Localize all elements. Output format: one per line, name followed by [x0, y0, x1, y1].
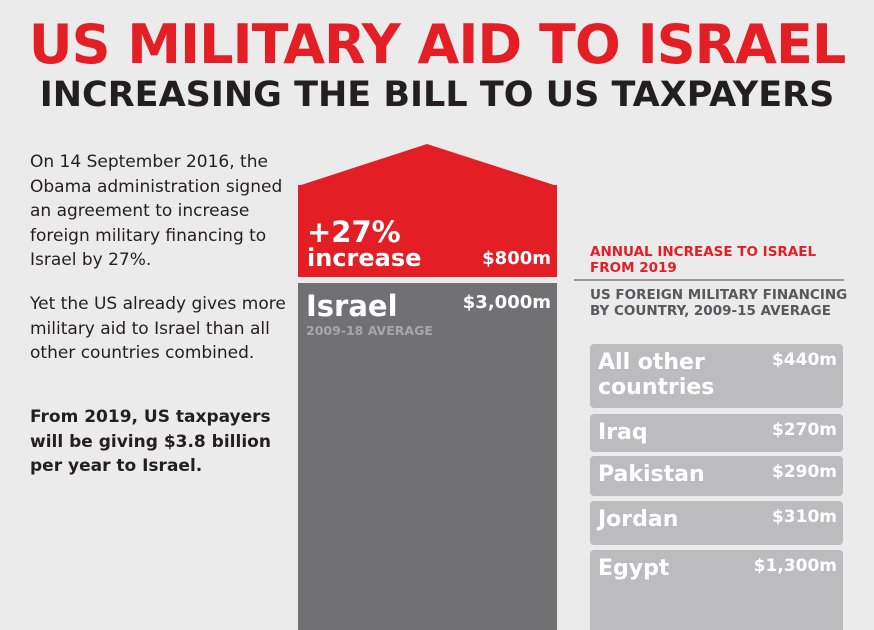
- israel-period-label: 2009-18 AVERAGE: [306, 323, 433, 338]
- country-value-label: $440m: [771, 350, 837, 370]
- countries-title: US FOREIGN MILITARY FINANCING BY COUNTRY…: [590, 287, 848, 319]
- country-bar: Iraq $270m: [590, 414, 843, 452]
- country-bar: Jordan $310m: [590, 501, 843, 545]
- country-value-label: $270m: [771, 420, 837, 440]
- country-value-label: $290m: [771, 462, 837, 482]
- israel-value-label: $3,000m: [462, 292, 551, 313]
- country-bar: Pakistan $290m: [590, 456, 843, 496]
- increase-legend-label: ANNUAL INCREASE TO ISRAEL FROM 2019: [590, 244, 817, 276]
- increase-value-label: $800m: [482, 248, 551, 269]
- page-subtitle: INCREASING THE BILL TO US TAXPAYERS: [39, 75, 835, 115]
- israel-name-label: Israel: [306, 289, 398, 323]
- divider-line: [574, 279, 844, 281]
- country-name-label: All other countries: [598, 350, 715, 400]
- page-title: US MILITARY AID TO ISRAEL: [28, 13, 847, 76]
- intro-paragraph: On 14 September 2016, the Obama administ…: [30, 152, 283, 270]
- israel-bar: Israel 2009-18 AVERAGE $3,000m: [298, 283, 557, 630]
- increase-word-label: increase: [307, 244, 422, 272]
- comparison-paragraph: Yet the US already gives more military a…: [30, 294, 286, 363]
- country-name-label: Egypt: [598, 556, 670, 581]
- country-bar: All other countries $440m: [590, 344, 843, 408]
- increase-bar: +27% increase $800m: [298, 185, 557, 277]
- country-value-label: $310m: [771, 507, 837, 527]
- country-name-label: Jordan: [598, 507, 679, 532]
- country-name-label: Pakistan: [598, 462, 705, 487]
- country-name-label: Iraq: [598, 420, 648, 445]
- country-value-label: $1,300m: [753, 556, 837, 576]
- conclusion-paragraph: From 2019, US taxpayers will be giving $…: [30, 407, 271, 476]
- increase-pct-label: +27%: [307, 215, 401, 249]
- increase-roof: [298, 144, 557, 186]
- country-bar: Egypt $1,300m: [590, 550, 843, 630]
